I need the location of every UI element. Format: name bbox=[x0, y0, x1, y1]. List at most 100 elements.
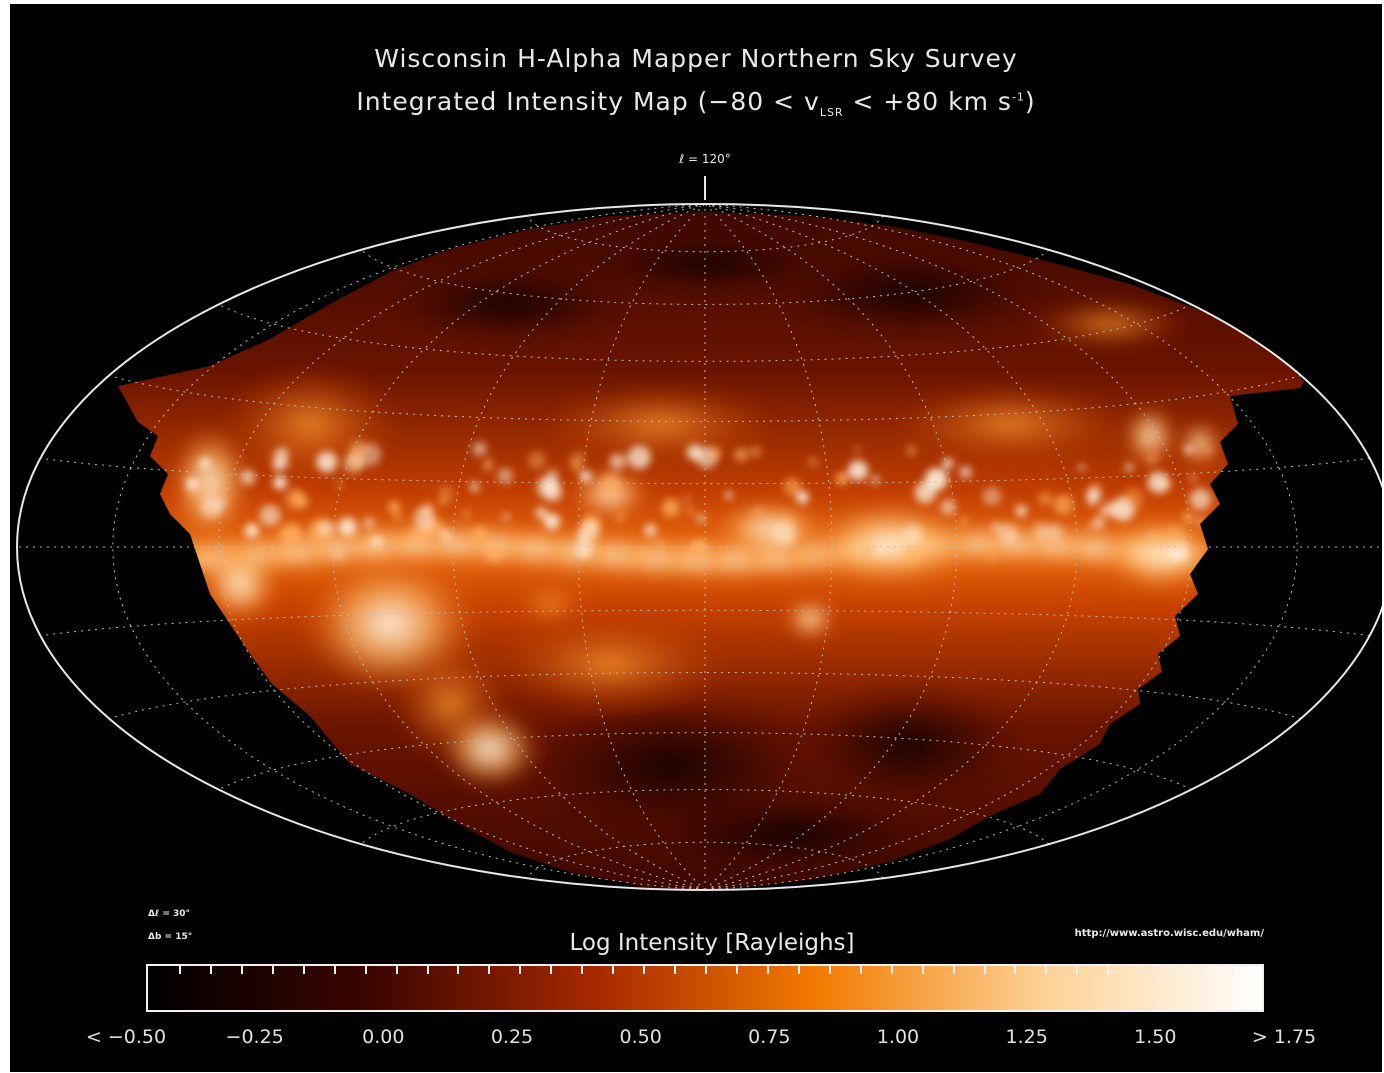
emission-knot bbox=[388, 501, 400, 513]
figure: Wisconsin H-Alpha Mapper Northern Sky Su… bbox=[10, 4, 1382, 1072]
colorbar-tick bbox=[1107, 966, 1110, 974]
emission-knot bbox=[544, 484, 563, 503]
colorbar-tick bbox=[488, 966, 491, 974]
colorbar-tick bbox=[859, 966, 862, 974]
emission-knot bbox=[749, 445, 762, 458]
center-longitude-label: ℓ = 120° bbox=[679, 152, 731, 166]
colorbar-tick-label: 0.25 bbox=[490, 1026, 534, 1048]
colorbar-tick bbox=[735, 966, 738, 974]
emission-knot bbox=[1090, 481, 1102, 493]
emission-knot bbox=[439, 498, 447, 506]
hii-complex bbox=[710, 499, 830, 559]
emission-knot bbox=[783, 478, 801, 496]
colorbar-tick bbox=[1200, 966, 1203, 974]
colorbar-tick-label: 0.50 bbox=[619, 1026, 662, 1048]
emission-knot bbox=[924, 467, 948, 491]
emission-knot bbox=[472, 441, 487, 457]
bright-edge bbox=[170, 424, 250, 544]
emission-knot bbox=[534, 506, 548, 519]
emission-knot bbox=[655, 540, 664, 549]
emission-knot bbox=[569, 459, 582, 472]
colorbar-tick bbox=[828, 966, 831, 974]
emission-knot bbox=[904, 546, 922, 564]
colorbar-tick bbox=[612, 966, 615, 974]
emission-knot bbox=[1122, 487, 1144, 510]
hii-region bbox=[1124, 406, 1176, 466]
emission-knot bbox=[686, 506, 695, 515]
colorbar-tick bbox=[797, 966, 800, 974]
grid-meridian bbox=[452, 204, 706, 890]
emission-knot bbox=[186, 477, 198, 490]
emission-knot bbox=[279, 523, 303, 546]
diffuse-emission bbox=[490, 614, 730, 714]
emission-knot bbox=[199, 457, 211, 470]
colorbar-tick bbox=[1045, 966, 1048, 974]
emission-knot bbox=[1053, 494, 1074, 515]
colorbar-tick bbox=[766, 966, 769, 974]
emission-knot bbox=[906, 445, 917, 456]
emission-knot bbox=[502, 513, 510, 521]
emission-knot bbox=[1189, 474, 1197, 482]
grid-parallel bbox=[360, 249, 1050, 306]
emission-knot bbox=[438, 485, 454, 501]
emission-knot bbox=[212, 496, 227, 511]
emission-knot bbox=[410, 525, 429, 544]
colorbar-tick bbox=[178, 966, 181, 974]
emission-knot bbox=[1047, 523, 1064, 540]
colorbar-tick bbox=[581, 966, 584, 974]
grid-meridian bbox=[704, 204, 958, 890]
eridanus-loop bbox=[440, 709, 540, 789]
colorbar-tick bbox=[674, 966, 677, 974]
emission-knot bbox=[1195, 517, 1205, 526]
emission-knot bbox=[734, 447, 749, 462]
emission-knot bbox=[807, 456, 819, 468]
faint-region bbox=[770, 249, 1050, 339]
colorbar-tick bbox=[364, 966, 367, 974]
emission-knot bbox=[959, 465, 972, 479]
emission-knot bbox=[336, 481, 344, 490]
emission-knot bbox=[1124, 462, 1134, 473]
emission-knot bbox=[854, 446, 861, 453]
colorbar-tick-label: 1.50 bbox=[1134, 1026, 1177, 1048]
grid-parallel bbox=[218, 732, 1192, 790]
emission-knot bbox=[338, 517, 357, 537]
emission-knot bbox=[1184, 445, 1193, 454]
colorbar-tick bbox=[271, 966, 274, 974]
colorbar-tick bbox=[302, 966, 305, 974]
colorbar-tick bbox=[643, 966, 646, 974]
projection-outline bbox=[16, 203, 1382, 891]
colorbar-tick-label: 0.00 bbox=[362, 1026, 405, 1048]
colorbar-tick bbox=[1231, 966, 1234, 974]
emission-knot bbox=[486, 545, 504, 562]
emission-knot bbox=[363, 517, 375, 529]
emission-knot bbox=[1086, 524, 1094, 532]
emission-knot bbox=[483, 461, 493, 471]
emission-knot bbox=[343, 453, 364, 475]
colorbar-tick bbox=[1169, 966, 1172, 974]
emission-knot bbox=[847, 460, 869, 481]
colorbar-tick bbox=[983, 966, 986, 974]
emission-knot bbox=[334, 552, 343, 560]
diffuse-emission bbox=[220, 364, 400, 484]
colorbar-tick bbox=[240, 966, 243, 974]
emission-knot bbox=[940, 499, 956, 515]
emission-knot bbox=[1163, 525, 1187, 549]
emission-knot bbox=[1147, 471, 1170, 494]
emission-knot bbox=[1038, 491, 1053, 506]
faint-region bbox=[390, 264, 630, 344]
emission-knot bbox=[615, 512, 626, 523]
emission-knot bbox=[989, 554, 998, 562]
emission-knot bbox=[463, 511, 470, 517]
emission-knot bbox=[259, 504, 281, 526]
emission-knot bbox=[588, 535, 598, 545]
colorbar-tick bbox=[457, 966, 460, 974]
emission-knot bbox=[469, 481, 480, 493]
hii-region bbox=[510, 579, 590, 629]
emission-knot bbox=[683, 496, 690, 503]
grid-parallel bbox=[218, 304, 1192, 362]
diffuse-emission bbox=[1030, 299, 1190, 349]
emission-knot bbox=[580, 470, 592, 483]
hii-region bbox=[785, 599, 835, 639]
emission-knot bbox=[982, 486, 1002, 506]
grid-parallel bbox=[109, 375, 1301, 423]
